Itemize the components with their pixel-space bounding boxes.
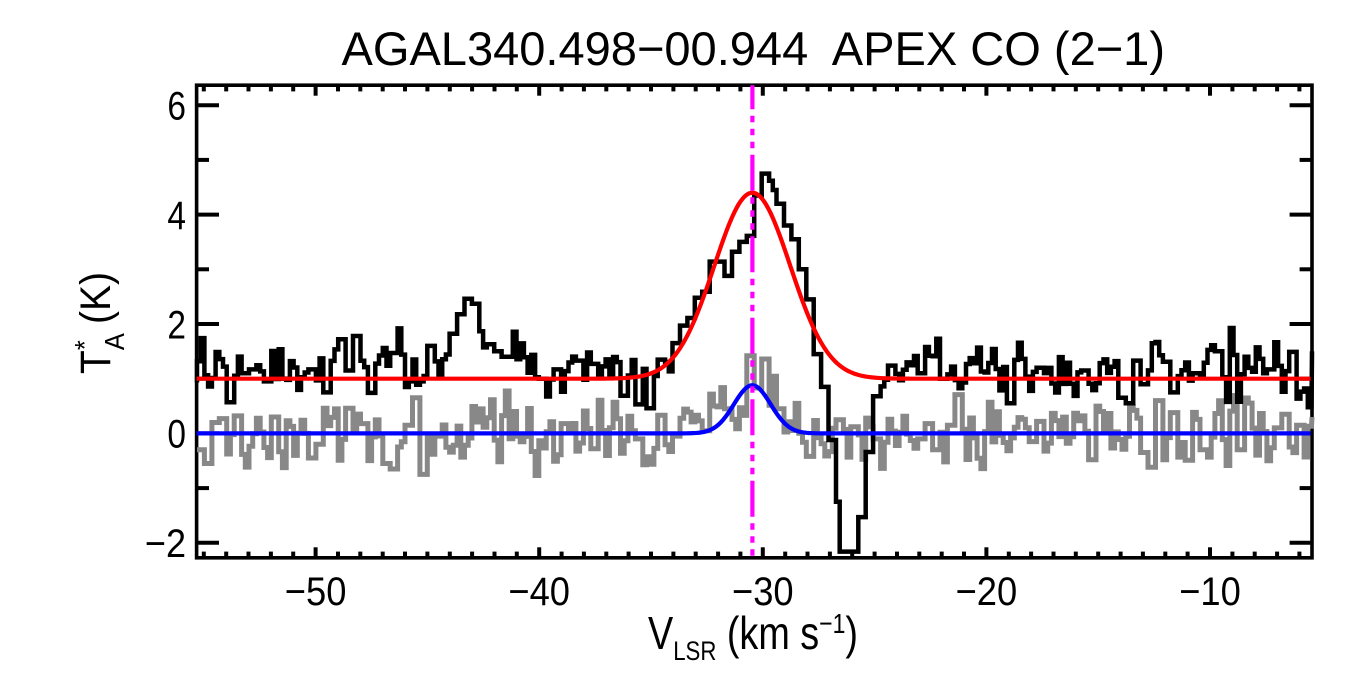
svg-text:−10: −10: [1179, 570, 1241, 614]
svg-text:−50: −50: [285, 570, 347, 614]
svg-text:AGAL340.498−00.944 APEX CO (2: AGAL340.498−00.944 APEX CO (2−1): [342, 23, 1166, 76]
svg-text:−2: −2: [145, 522, 186, 566]
svg-text:0: 0: [167, 413, 186, 457]
svg-text:−40: −40: [508, 570, 570, 614]
svg-text:TA* (K): TA* (K): [69, 272, 130, 374]
svg-text:2: 2: [167, 303, 186, 347]
svg-text:−30: −30: [732, 570, 794, 614]
svg-text:6: 6: [167, 85, 186, 129]
svg-text:4: 4: [167, 194, 186, 238]
svg-text:−20: −20: [956, 570, 1018, 614]
